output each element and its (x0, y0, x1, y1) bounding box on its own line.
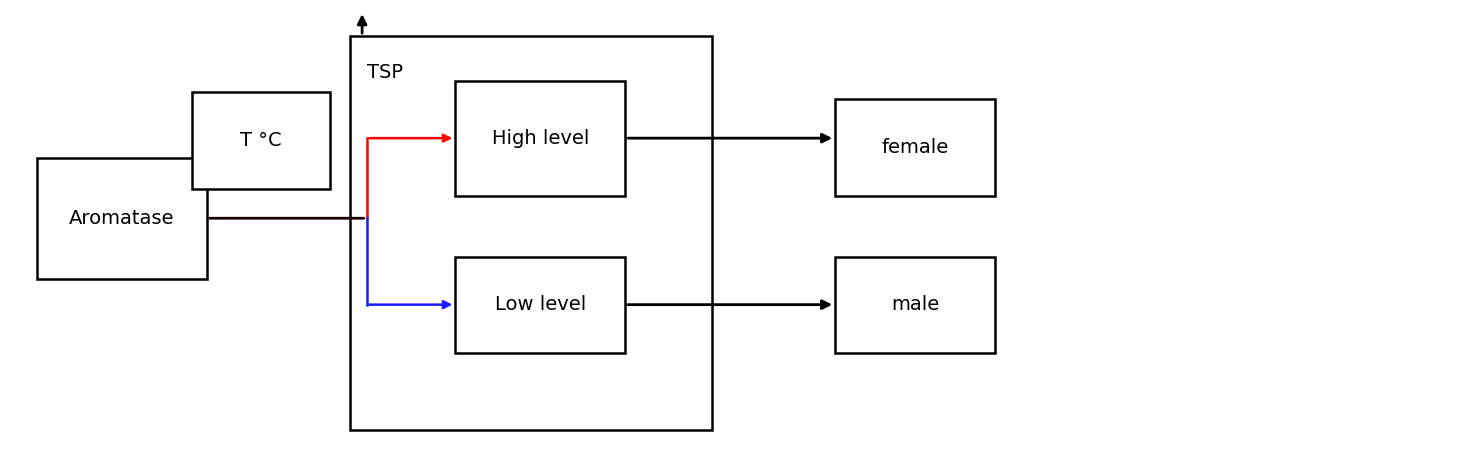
Text: T °C: T °C (239, 131, 282, 150)
FancyBboxPatch shape (835, 256, 995, 353)
FancyBboxPatch shape (455, 256, 625, 353)
Text: female: female (881, 138, 949, 157)
FancyBboxPatch shape (835, 99, 995, 196)
Text: High level: High level (492, 129, 588, 148)
Text: Low level: Low level (495, 295, 585, 315)
Text: Aromatase: Aromatase (69, 209, 174, 228)
Text: male: male (891, 295, 939, 315)
FancyBboxPatch shape (350, 36, 712, 430)
FancyBboxPatch shape (37, 158, 207, 279)
FancyBboxPatch shape (192, 92, 330, 189)
Text: TSP: TSP (367, 63, 402, 81)
FancyBboxPatch shape (455, 81, 625, 196)
